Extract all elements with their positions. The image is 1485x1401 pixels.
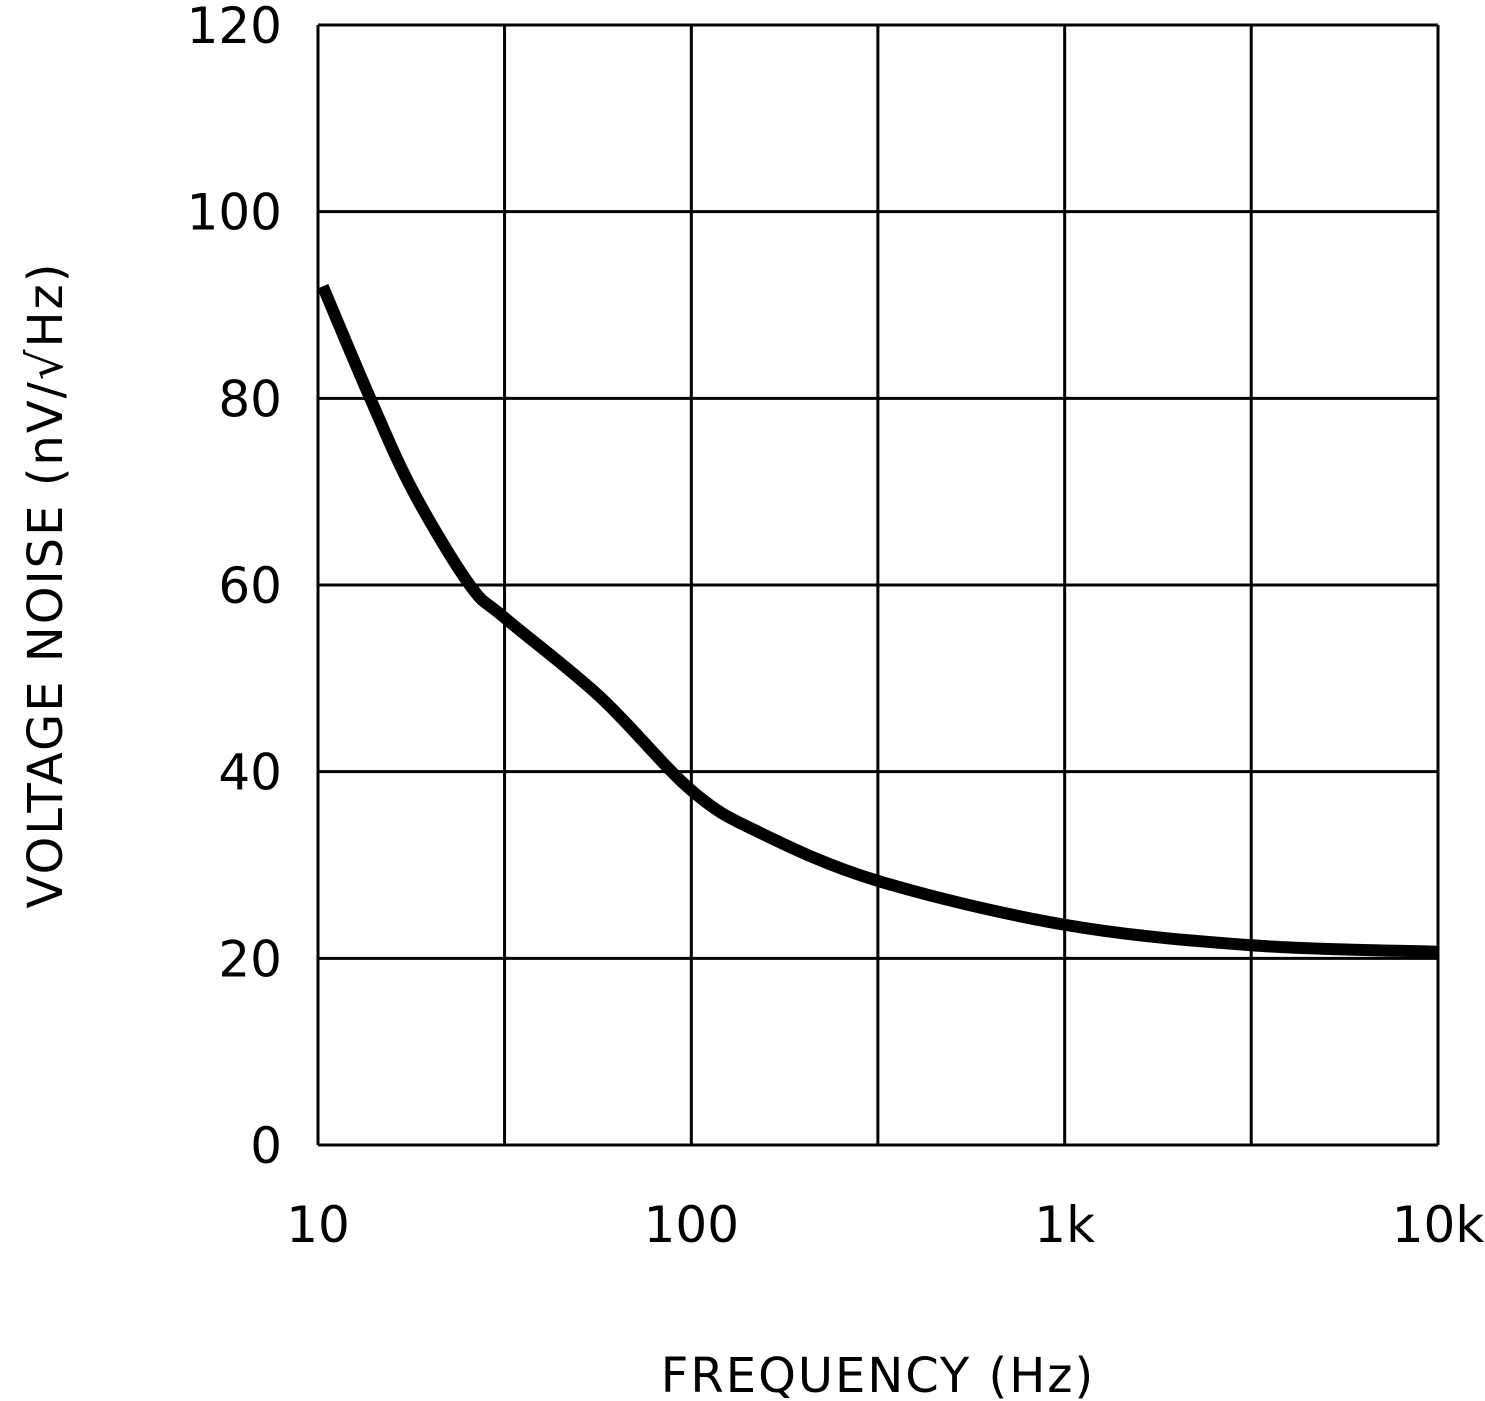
x-tick-label: 1k: [1034, 1196, 1095, 1254]
y-tick-label: 60: [218, 557, 282, 615]
y-tick-label: 20: [218, 930, 282, 988]
y-tick-label: 80: [218, 370, 282, 428]
grid: [316, 23, 1440, 1147]
y-axis-label: VOLTAGE NOISE (nV/√Hz): [18, 262, 74, 909]
x-tick-label: 10: [286, 1196, 350, 1254]
x-tick-label: 10k: [1392, 1196, 1485, 1254]
series: [317, 283, 1439, 958]
x-tick-labels: 10 100 1k 10k: [286, 1196, 1484, 1254]
x-tick-label: 100: [644, 1196, 739, 1254]
x-axis-label: FREQUENCY (Hz): [661, 1348, 1095, 1401]
y-tick-label: 100: [187, 184, 282, 242]
y-tick-labels: 0 20 40 60 80 100 120: [187, 0, 282, 1175]
y-tick-label: 0: [250, 1117, 282, 1175]
y-tick-label: 40: [218, 744, 282, 802]
series-line: [317, 283, 1439, 958]
y-tick-label: 120: [187, 0, 282, 55]
